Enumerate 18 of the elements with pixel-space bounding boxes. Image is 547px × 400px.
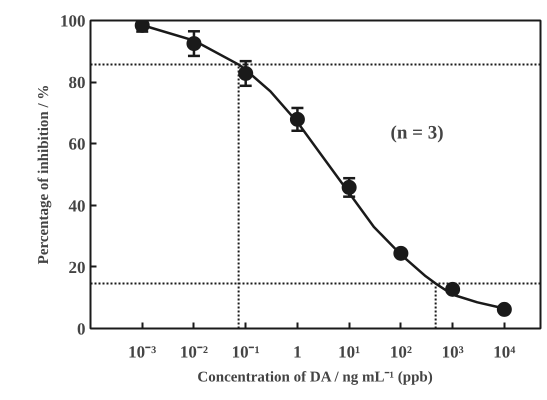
x-tick-label: 10⁻¹ <box>232 342 260 362</box>
point <box>496 302 512 317</box>
y-tick-label: 0 <box>77 320 86 338</box>
x-tick-label: 10² <box>390 342 412 362</box>
annotation: (n = 3) <box>390 122 444 144</box>
x-axis-title: Concentration of DA / ng mL⁻¹ (ppb) <box>197 370 433 386</box>
y-tick-label: 100 <box>60 12 86 30</box>
y-tick-label: 60 <box>68 134 86 154</box>
x-tick-label: 10³ <box>442 342 464 362</box>
x-tick-label: 10⁴ <box>493 342 516 362</box>
y-tick-label: 80 <box>68 73 86 92</box>
y-tick-label: 20 <box>68 258 86 277</box>
y-tick-label: 40 <box>68 196 86 216</box>
x-tick-label: 1 <box>293 342 302 362</box>
x-tick-label: 10⁻² <box>180 342 208 362</box>
y-axis-title: Percentage of inhibition / % <box>36 84 52 264</box>
x-tick-label: 10⁻³ <box>128 342 156 362</box>
x-tick-label: 10¹ <box>338 342 360 362</box>
